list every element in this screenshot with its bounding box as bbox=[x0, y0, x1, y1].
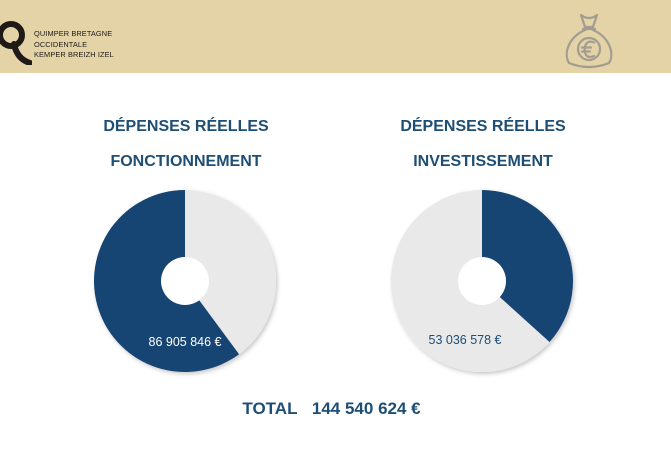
pie-value-label: 86 905 846 € bbox=[149, 335, 222, 349]
chart-title-line: FONCTIONNEMENT bbox=[110, 153, 262, 170]
chart-title-line: DÉPENSES RÉELLES bbox=[400, 118, 566, 135]
pie-slice-value bbox=[482, 190, 573, 343]
money-bag-euro-icon bbox=[565, 13, 613, 69]
donut-chart-fonctionnement: 86 905 846 € bbox=[94, 190, 277, 372]
total-label: TOTAL bbox=[242, 399, 298, 418]
quimper-logo-icon bbox=[0, 21, 32, 65]
chart-title-fonctionnement: DÉPENSES RÉELLES FONCTIONNEMENT bbox=[56, 109, 316, 179]
chart-title-line: INVESTISSEMENT bbox=[413, 153, 553, 170]
chart-title-line: DÉPENSES RÉELLES bbox=[103, 118, 269, 135]
pie-value-label: 53 036 578 € bbox=[429, 333, 502, 347]
logo-line-3: KEMPER BREIZH IZEL bbox=[34, 50, 114, 59]
logo-line-1: QUIMPER BRETAGNE bbox=[34, 29, 113, 38]
donut-chart-investissement: 53 036 578 € bbox=[391, 190, 573, 372]
total-line: TOTAL 144 540 624 € bbox=[0, 399, 663, 419]
header-band: QUIMPER BRETAGNE OCCIDENTALE KEMPER BREI… bbox=[0, 0, 671, 73]
logo-text: QUIMPER BRETAGNE OCCIDENTALE KEMPER BREI… bbox=[34, 29, 114, 61]
pie-slice-rest bbox=[185, 190, 277, 355]
logo-line-2: OCCIDENTALE bbox=[34, 39, 88, 49]
total-value: 144 540 624 € bbox=[311, 399, 421, 418]
chart-title-investissement: DÉPENSES RÉELLES INVESTISSEMENT bbox=[353, 109, 613, 179]
donut-hole bbox=[458, 257, 506, 305]
donut-hole bbox=[161, 257, 209, 305]
